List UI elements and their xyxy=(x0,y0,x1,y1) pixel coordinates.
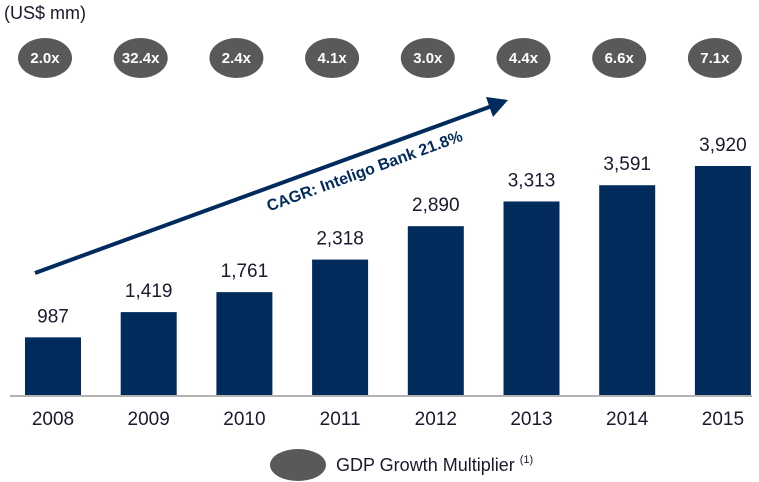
multiplier-label: 6.6x xyxy=(605,50,635,67)
x-tick-label: 2008 xyxy=(32,409,74,430)
x-tick-label: 2009 xyxy=(128,409,170,430)
multiplier-bubble xyxy=(496,38,551,78)
value-label: 2,318 xyxy=(316,229,364,250)
bar xyxy=(407,226,464,395)
multiplier-bubble xyxy=(592,38,647,78)
bar xyxy=(694,166,751,395)
bar xyxy=(312,259,369,395)
legend-text: GDP Growth Multiplier xyxy=(336,455,515,475)
legend-marker xyxy=(270,449,326,481)
bar xyxy=(216,292,273,395)
arrow-head xyxy=(486,97,508,117)
value-label: 1,761 xyxy=(221,261,269,282)
value-label: 2,890 xyxy=(412,195,460,216)
multiplier-bubble xyxy=(400,38,455,78)
bar xyxy=(120,312,177,395)
multiplier-bubble xyxy=(209,38,264,78)
multiplier-label: 32.4x xyxy=(122,50,160,67)
value-label: 3,313 xyxy=(508,170,556,191)
x-tick-label: 2013 xyxy=(510,409,552,430)
multiplier-label: 4.4x xyxy=(509,50,539,67)
x-tick-label: 2011 xyxy=(320,409,361,430)
legend-note: (1) xyxy=(520,454,533,466)
cagr-arrow xyxy=(34,104,493,275)
multiplier-label: 2.0x xyxy=(30,50,60,67)
multiplier-bubble xyxy=(305,38,360,78)
legend-label: GDP Growth Multiplier (1) xyxy=(336,454,533,475)
bar xyxy=(25,337,81,395)
multiplier-bubble xyxy=(18,38,72,78)
multiplier-bubble xyxy=(687,38,742,78)
value-label: 987 xyxy=(37,306,69,327)
value-label: 3,920 xyxy=(699,135,747,156)
x-tick-label: 2015 xyxy=(702,409,744,430)
value-label: 1,419 xyxy=(125,281,173,302)
unit-label: (US$ mm) xyxy=(4,3,86,23)
multiplier-label: 2.4x xyxy=(222,50,252,67)
x-tick-label: 2012 xyxy=(415,409,457,430)
x-tick-label: 2014 xyxy=(606,409,649,430)
value-label: 3,591 xyxy=(603,154,651,175)
multiplier-label: 7.1x xyxy=(700,50,730,67)
multiplier-bubble xyxy=(113,38,168,78)
bar xyxy=(503,201,560,395)
multiplier-label: 3.0x xyxy=(413,50,443,67)
bar xyxy=(599,185,656,395)
multiplier-label: 4.1x xyxy=(317,50,347,67)
x-tick-label: 2010 xyxy=(223,409,265,430)
